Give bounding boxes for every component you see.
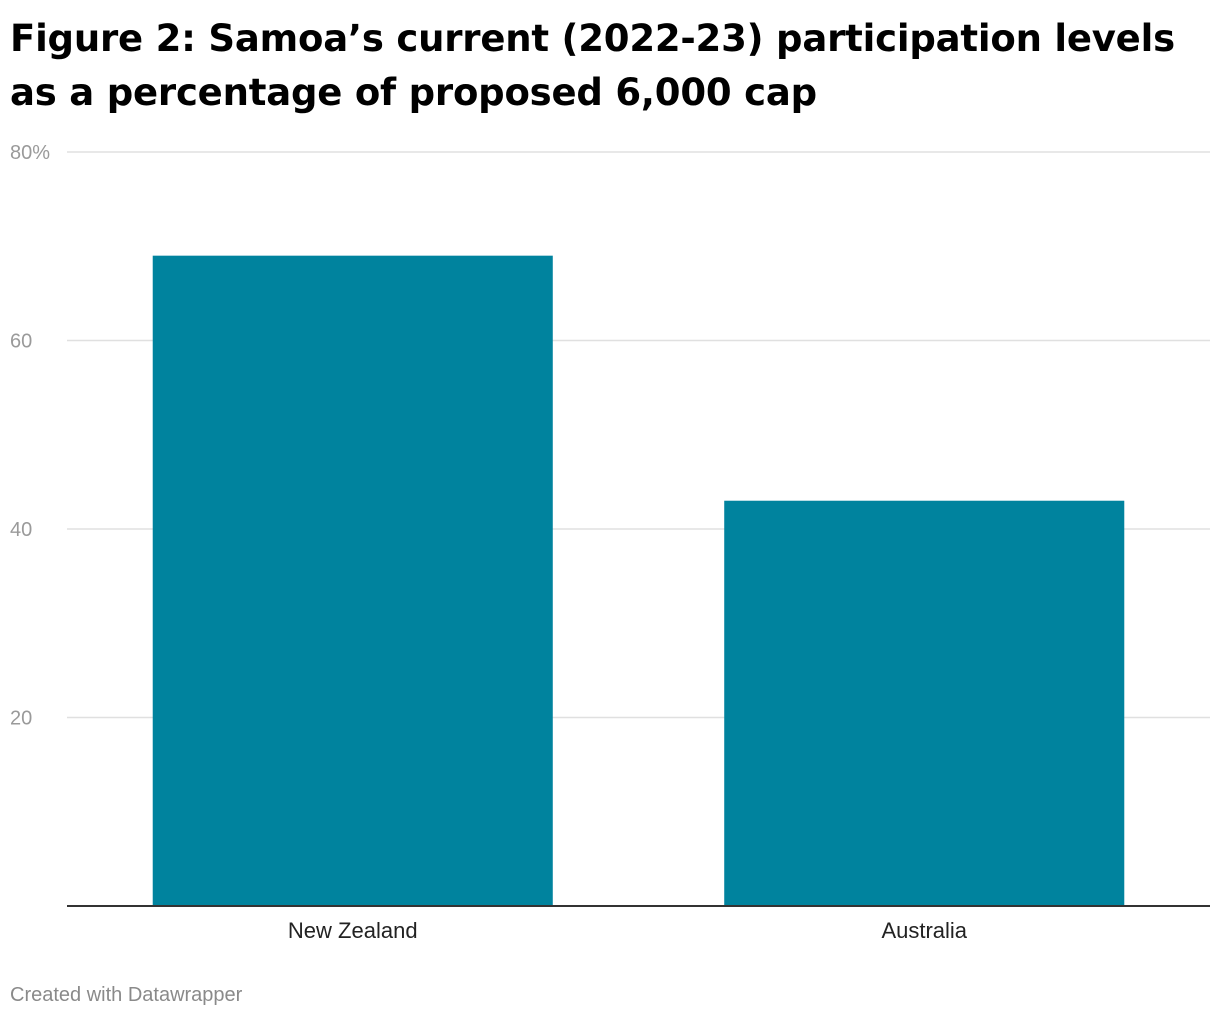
bar-new-zealand — [152, 255, 553, 907]
bar-australia — [724, 500, 1125, 906]
y-tick-label: 20 — [10, 708, 32, 730]
x-category-label: Australia — [881, 918, 967, 943]
bars — [152, 255, 1125, 907]
y-tick-label: 40 — [10, 519, 32, 541]
y-tick-label: 80% — [10, 142, 50, 164]
footer-credit: Created with Datawrapper — [10, 984, 243, 1006]
axes: 20 40 60 80% New Zealand Australia — [10, 142, 1210, 943]
x-category-label: New Zealand — [288, 918, 418, 943]
chart-title: Figure 2: Samoa’s current (2022-23) part… — [10, 17, 1175, 114]
y-tick-label: 60 — [10, 331, 32, 353]
